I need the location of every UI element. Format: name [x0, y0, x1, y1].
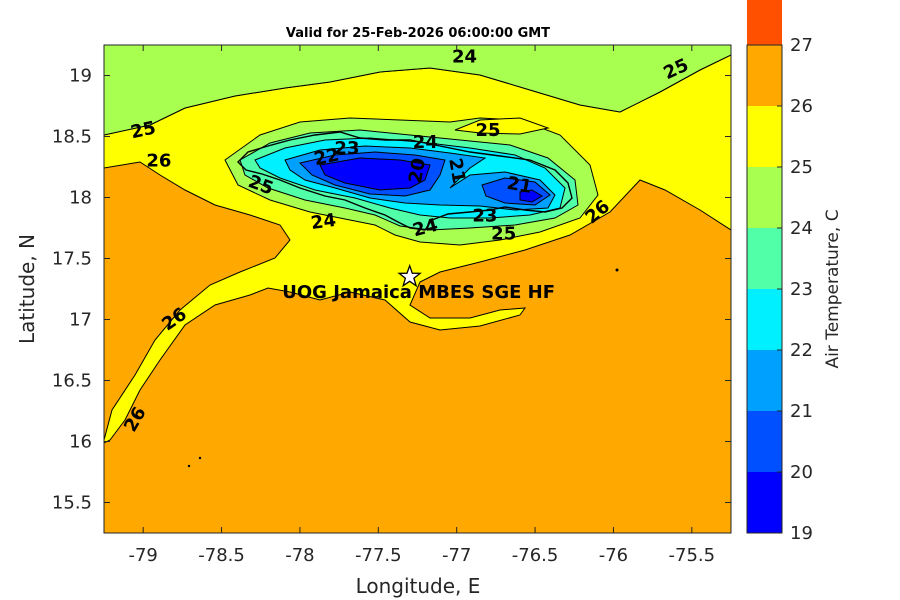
colorbar-swatch	[747, 289, 782, 350]
contour-label: 25	[476, 120, 501, 141]
colorbar-swatch	[747, 0, 782, 45]
stations-layer: UOG Jamaica MBES SGE HF	[282, 263, 555, 303]
station-label: UOG Jamaica MBES SGE HF	[282, 282, 555, 303]
x-tick-label: -75.5	[669, 545, 716, 566]
x-tick-label: -77.5	[355, 545, 402, 566]
y-tick-label: 15.5	[52, 493, 92, 514]
colorbar: 19 20 21 22 23 24 25 26 27	[746, 0, 813, 544]
contour-label: 25	[129, 118, 158, 144]
colorbar-tick-label: 24	[790, 218, 813, 239]
colorbar-tick-label: 27	[790, 35, 813, 56]
colorbar-tick-label: 26	[790, 96, 813, 117]
x-tick-label: -78.5	[198, 545, 245, 566]
contour-label: 24	[310, 210, 338, 234]
contour-label: 23	[472, 205, 497, 226]
contour-label: 23	[334, 138, 359, 159]
colorbar-tick-label: 25	[790, 157, 813, 178]
contour-label: 21	[444, 156, 469, 184]
colorbar-swatch	[747, 350, 782, 411]
colorbar-tick-label: 23	[790, 279, 813, 300]
jamaica-coastline	[237, 131, 573, 231]
y-tick-label: 18.5	[52, 127, 92, 148]
colorbar-label: Air Temperature, C	[823, 209, 843, 368]
colorbar-swatch	[747, 45, 782, 106]
colorbar-tick-label: 20	[790, 462, 813, 483]
band-24-region	[104, 45, 731, 136]
x-tick-label: -76.5	[512, 545, 559, 566]
plot-frame	[103, 44, 732, 534]
y-axis-ticks: 15.5 16 16.5 17 17.5 18 18.5 19	[52, 66, 731, 514]
colorbar-tick-label: 21	[790, 401, 813, 422]
colorbar-swatch	[747, 106, 782, 167]
contour-label: 26	[146, 150, 171, 171]
y-axis-label: Latitude, N	[15, 234, 39, 344]
y-tick-label: 16	[69, 432, 92, 453]
colorbar-swatch	[747, 472, 782, 533]
cay-dot	[198, 456, 202, 460]
y-tick-label: 17	[69, 310, 92, 331]
cay-dot	[615, 268, 619, 272]
cay-dot	[187, 464, 191, 468]
x-tick-label: -79	[128, 545, 157, 566]
x-tick-label: -77	[442, 545, 471, 566]
colorbar-tick-label: 19	[790, 523, 813, 544]
colorbar-tick-label: 22	[790, 340, 813, 361]
contour-label: 25	[491, 224, 516, 245]
x-axis-label: Longitude, E	[356, 574, 481, 598]
colorbar-swatch	[747, 228, 782, 289]
band-19-region	[319, 157, 431, 191]
chart-title: Valid for 25-Feb-2026 06:00:00 GMT	[286, 26, 550, 41]
contour-label: 21	[505, 173, 533, 198]
x-tick-label: -76	[599, 545, 628, 566]
contour-label: 20	[405, 156, 430, 184]
y-tick-label: 16.5	[52, 371, 92, 392]
y-tick-label: 18	[69, 188, 92, 209]
y-tick-label: 19	[69, 66, 92, 87]
band-25-north-pocket	[454, 117, 550, 135]
y-tick-label: 17.5	[52, 249, 92, 270]
x-axis-ticks: -79 -78.5 -78 -77.5 -77 -76.5 -76 -75.5	[128, 45, 715, 566]
x-tick-label: -78	[285, 545, 314, 566]
colorbar-swatch	[747, 411, 782, 472]
colorbar-swatch	[747, 167, 782, 228]
contour-label: 24	[452, 47, 477, 68]
band-19-east-core	[519, 189, 543, 203]
station-marker-icon	[397, 263, 422, 288]
contour-label: 22	[312, 144, 341, 170]
contour-label: 24	[413, 132, 438, 153]
